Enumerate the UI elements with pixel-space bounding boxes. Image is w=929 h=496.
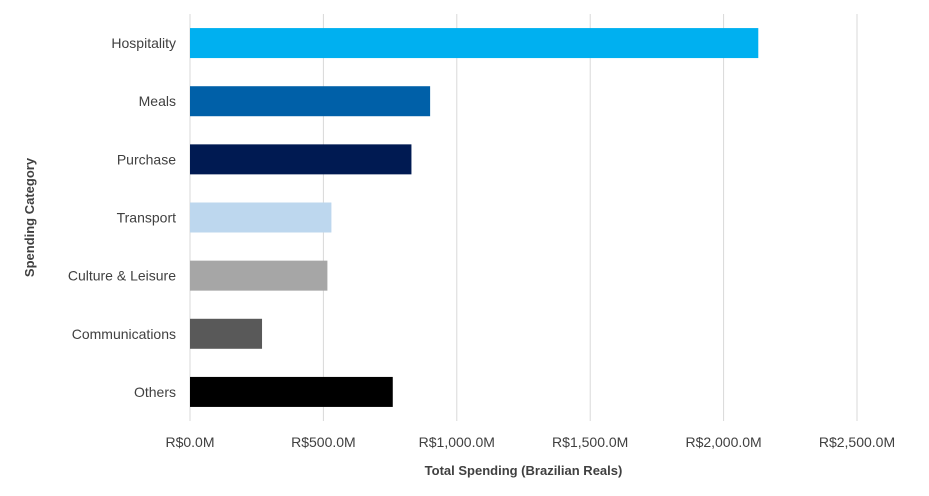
category-label: Meals [139, 93, 176, 109]
y-axis-title: Spending Category [22, 157, 37, 277]
bar-hospitality [190, 28, 759, 59]
x-tick-label: R$0.0M [165, 434, 214, 450]
category-label: Hospitality [111, 35, 176, 51]
bar-transport [190, 202, 332, 233]
category-label: Others [134, 384, 176, 400]
category-label: Communications [72, 326, 176, 342]
x-tick-label: R$2,000.0M [685, 434, 761, 450]
x-tick-label: R$1,000.0M [419, 434, 495, 450]
x-tick-label: R$500.0M [291, 434, 356, 450]
bar-others [190, 376, 393, 407]
x-tick-label: R$1,500.0M [552, 434, 628, 450]
category-label: Culture & Leisure [68, 268, 176, 284]
bar-meals [190, 86, 431, 117]
category-label: Purchase [117, 151, 176, 167]
bar-communications [190, 318, 263, 349]
bars [190, 28, 759, 407]
x-tick-labels: R$0.0M R$500.0M R$1,000.0M R$1,500.0M R$2,00… [165, 434, 895, 450]
category-labels: Hospitality Meals Purchase Transport Culture… [68, 35, 176, 400]
bar-purchase [190, 144, 412, 175]
x-axis-title: Total Spending (Brazilian Reals) [425, 463, 623, 478]
category-label: Transport [117, 210, 177, 226]
bar-culture-leisure [190, 260, 328, 291]
x-tick-label: R$2,500.0M [819, 434, 895, 450]
